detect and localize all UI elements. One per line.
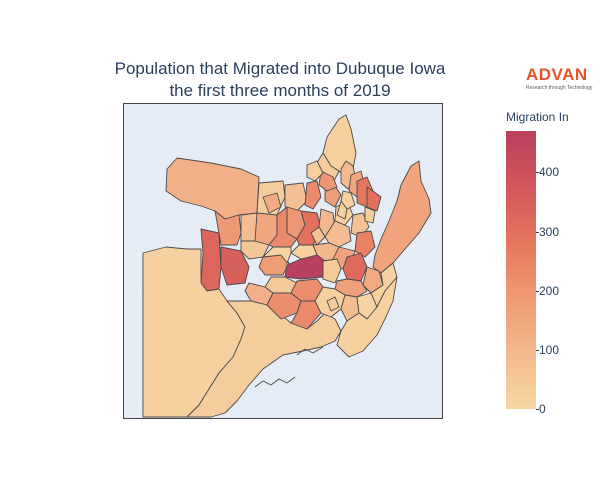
region[interactable] bbox=[336, 276, 398, 358]
colorbar-tick-label: 400 bbox=[539, 165, 560, 180]
region[interactable] bbox=[290, 244, 318, 260]
region[interactable] bbox=[326, 296, 340, 312]
region[interactable] bbox=[284, 182, 308, 212]
region[interactable] bbox=[322, 258, 342, 284]
colorbar bbox=[506, 131, 536, 409]
choropleth-map bbox=[123, 103, 443, 419]
colorbar-title: Migration In bbox=[506, 110, 569, 124]
region[interactable] bbox=[364, 206, 376, 224]
region[interactable] bbox=[336, 200, 348, 220]
region[interactable] bbox=[340, 190, 356, 210]
region[interactable] bbox=[354, 230, 376, 258]
region[interactable] bbox=[310, 226, 326, 246]
region[interactable] bbox=[262, 246, 292, 264]
region[interactable] bbox=[214, 210, 242, 246]
region[interactable] bbox=[240, 212, 258, 242]
colorbar-tick-label: 300 bbox=[539, 224, 560, 239]
shoreline bbox=[296, 346, 324, 356]
logo-brand: ADVAN bbox=[526, 65, 588, 84]
colorbar-tick-label: 100 bbox=[539, 342, 560, 357]
map-title-line-1: Population that Migrated into Dubuque Io… bbox=[114, 59, 446, 78]
map-svg bbox=[142, 114, 432, 418]
region[interactable] bbox=[165, 157, 260, 220]
region[interactable] bbox=[200, 228, 222, 292]
region[interactable] bbox=[372, 160, 432, 274]
colorbar-tick-mark bbox=[536, 409, 539, 410]
region[interactable] bbox=[284, 254, 326, 280]
colorbar-tick-label: 0 bbox=[539, 402, 546, 416]
map-title-line-2: the first three months of 2019 bbox=[169, 81, 391, 100]
shoreline bbox=[254, 376, 296, 388]
region[interactable] bbox=[366, 186, 382, 212]
colorbar-tick-mark bbox=[536, 231, 539, 233]
map-title: Population that Migrated into Dubuque Io… bbox=[60, 58, 500, 102]
region[interactable] bbox=[262, 192, 282, 214]
region[interactable] bbox=[304, 180, 322, 210]
region[interactable] bbox=[318, 170, 338, 192]
colorbar-tick-mark bbox=[536, 172, 539, 174]
colorbar-tick-mark bbox=[536, 349, 539, 351]
logo-tagline: Research through Technology bbox=[526, 85, 593, 91]
region[interactable] bbox=[342, 252, 368, 282]
colorbar-tick-label: 200 bbox=[539, 283, 560, 298]
colorbar-tick-mark bbox=[536, 290, 539, 292]
advan-logo: ADVAN Research through Technology bbox=[526, 65, 593, 92]
region[interactable] bbox=[306, 160, 324, 182]
